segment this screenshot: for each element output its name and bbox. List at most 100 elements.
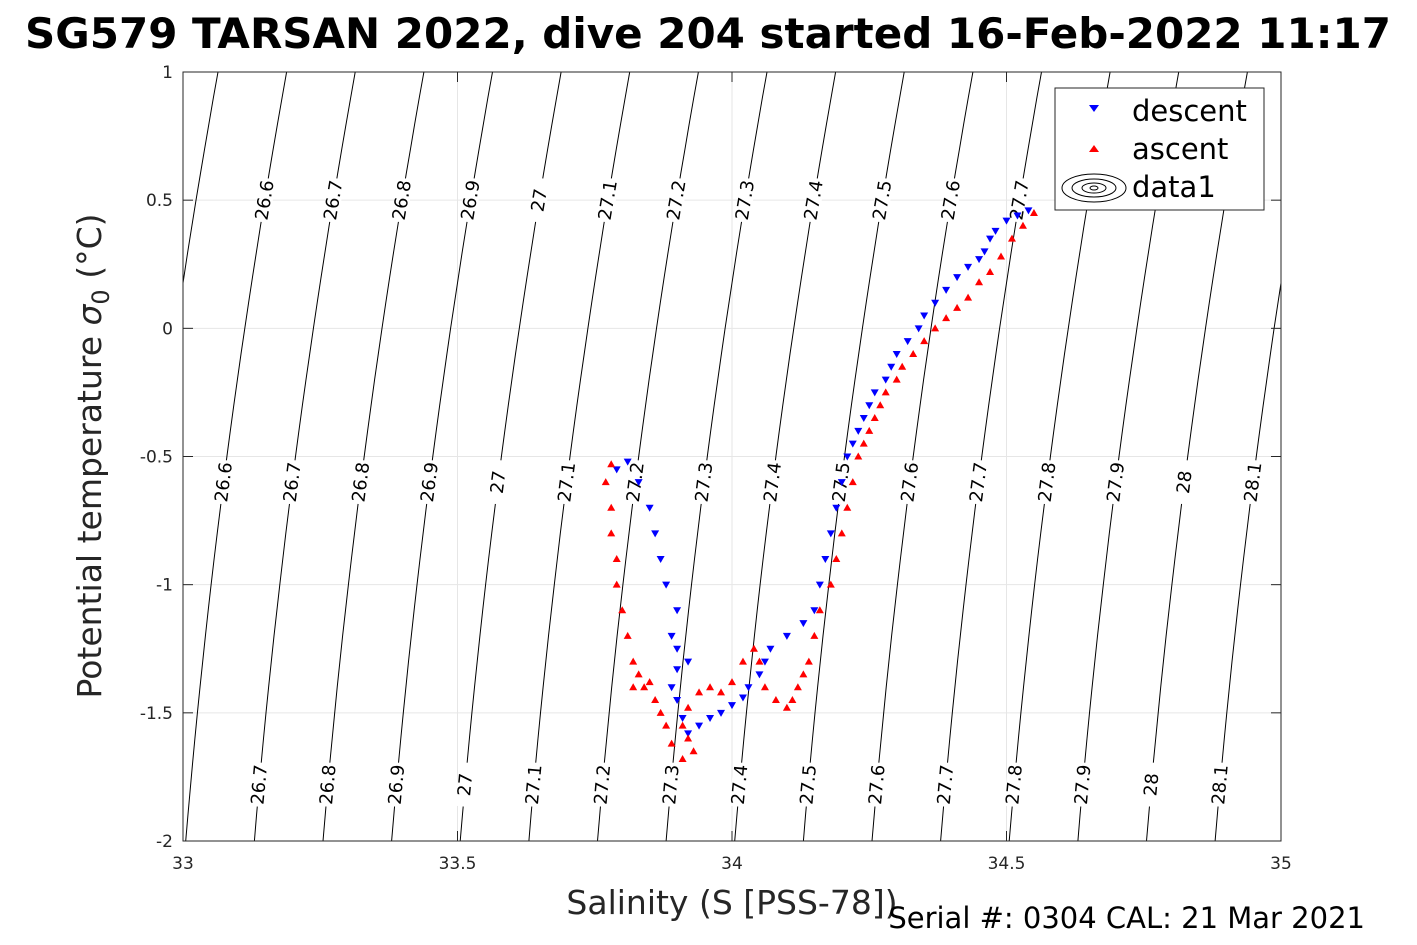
- ascent-marker: [634, 670, 643, 678]
- y-axis-label-unit: (°C): [70, 214, 109, 290]
- contour-label: 28.1: [1240, 461, 1266, 503]
- ascent-marker: [749, 644, 758, 652]
- contour-line: [1214, 279, 1281, 841]
- descent-marker: [651, 530, 660, 538]
- ascent-marker: [848, 478, 857, 486]
- descent-marker: [892, 350, 901, 358]
- contour-label: 26.8: [316, 764, 341, 806]
- contour-label: 27.7: [966, 461, 992, 503]
- contour-label: 28.1: [1208, 764, 1233, 806]
- ascent-marker: [997, 252, 1006, 260]
- descent-marker: [673, 607, 682, 615]
- ascent-marker: [804, 657, 813, 665]
- y-tick-label: 0: [162, 319, 173, 339]
- descent-marker: [706, 714, 715, 722]
- ascent-marker: [793, 683, 802, 691]
- ascent-marker: [623, 631, 632, 639]
- contour-label: 27.6: [897, 461, 923, 503]
- y-tick-label: -0.5: [140, 448, 173, 468]
- y-tick-label: -1: [156, 576, 173, 596]
- contour-label-bg: [249, 761, 270, 808]
- descent-marker: [881, 376, 890, 384]
- ascent-marker: [815, 606, 824, 614]
- descent-marker: [903, 338, 912, 346]
- ascent-marker: [953, 303, 962, 311]
- descent-marker: [760, 658, 769, 666]
- ascent-marker: [799, 670, 808, 678]
- contour-label: 27.3: [691, 461, 717, 503]
- ascent-marker: [898, 362, 907, 370]
- descent-marker: [980, 248, 989, 256]
- contour-label-bg: [1104, 459, 1127, 505]
- contour-label: 27.9: [1103, 461, 1129, 503]
- ascent-marker: [684, 734, 693, 742]
- contour-label-bg: [1173, 459, 1196, 505]
- y-tick-label: 0.5: [146, 191, 173, 211]
- contour-labels: 26.6 26.7 26.8 26.9 27 27.1 27.2 27.3 27.4 27.5 27…: [211, 177, 1266, 808]
- ascent-marker: [859, 439, 868, 447]
- contour-label-bg: [693, 459, 715, 505]
- contour-label-bg: [1004, 761, 1025, 808]
- contour-label: 27.2: [623, 461, 649, 503]
- contour-label-bg: [761, 459, 784, 505]
- ascent-marker: [1018, 221, 1027, 229]
- contour-label-bg: [281, 459, 303, 505]
- ascent-marker: [881, 388, 890, 396]
- ascent-marker: [832, 555, 841, 563]
- contour-label: 27.2: [591, 764, 616, 806]
- ascent-marker: [656, 708, 665, 716]
- ascent-marker: [782, 703, 791, 711]
- ascent-marker: [717, 688, 726, 696]
- descent-marker: [662, 581, 671, 589]
- descent-marker: [854, 427, 863, 435]
- y-tick-label: 1: [162, 63, 173, 83]
- contour-label-bg: [899, 459, 921, 505]
- ascent-marker: [788, 696, 797, 704]
- ascent-marker: [843, 503, 852, 511]
- contour-label-bg: [1242, 459, 1264, 505]
- contour-label: 26.6: [211, 461, 237, 503]
- descent-marker: [1024, 207, 1033, 215]
- descent-marker: [667, 684, 676, 692]
- contour-label: 27.1: [522, 764, 547, 806]
- ascent-marker: [1029, 208, 1038, 216]
- ascent-marker: [771, 696, 780, 704]
- ascent-marker: [975, 278, 984, 286]
- contour-label-bg: [870, 177, 894, 224]
- descent-marker: [986, 235, 995, 243]
- contour-label-bg: [527, 177, 551, 224]
- ascent-marker: [629, 657, 638, 665]
- descent-marker: [1002, 217, 1011, 225]
- contour-label: 26.9: [385, 764, 410, 806]
- descent-marker: [728, 702, 736, 710]
- descent-marker: [673, 697, 682, 705]
- contour-label-bg: [624, 459, 647, 505]
- descent-marker: [717, 709, 726, 717]
- ascent-marker: [854, 452, 863, 460]
- contour-label-bg: [390, 177, 414, 224]
- descent-marker: [1013, 212, 1022, 220]
- descent-marker: [975, 256, 984, 264]
- descent-marker: [964, 263, 973, 271]
- ascent-marker: [738, 657, 747, 665]
- descent-marker: [766, 645, 775, 653]
- chart-title: SG579 TARSAN 2022, dive 204 started 16-F…: [25, 9, 1391, 58]
- ascent-marker: [607, 529, 616, 537]
- ascent-marker: [892, 375, 901, 383]
- contour-label: 27.4: [728, 764, 753, 806]
- ascent-marker: [678, 721, 687, 729]
- descent-marker: [799, 620, 808, 628]
- descent-marker: [678, 714, 687, 722]
- contour-label-bg: [523, 761, 544, 808]
- ascent-marker: [865, 426, 874, 434]
- contour-label-bg: [733, 177, 757, 224]
- contour-label: 26.8: [348, 461, 374, 503]
- contour-label: 27: [487, 469, 511, 494]
- ascent-marker: [651, 696, 660, 704]
- ascent-marker: [629, 683, 638, 691]
- ascent-marker: [986, 267, 995, 275]
- descent-marker: [667, 632, 676, 640]
- ascent-marker: [876, 401, 885, 409]
- contour-label-bg: [317, 761, 338, 808]
- contour-label-bg: [1210, 761, 1230, 808]
